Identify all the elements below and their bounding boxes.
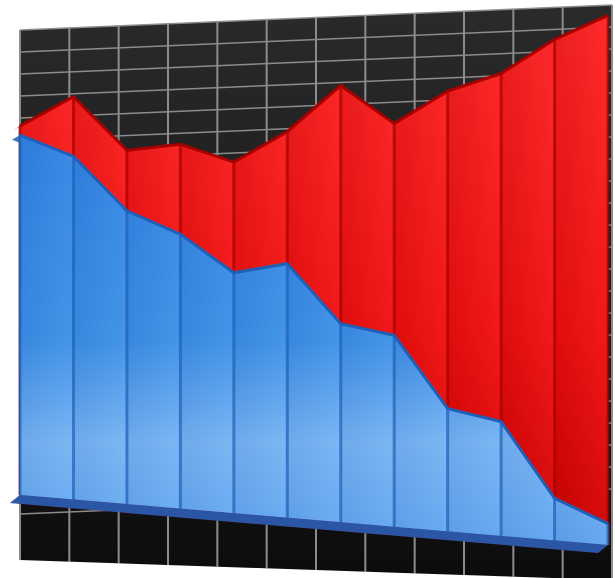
red-series-point-3 [126, 149, 128, 151]
blue-series-segment [340, 323, 395, 527]
blue-series-point-12 [607, 523, 609, 525]
blue-series-segment [554, 498, 608, 545]
blue-series-segment [180, 234, 234, 514]
grid-line-horizontal [19, 4, 613, 31]
blue-series-point-7 [340, 323, 342, 325]
red-series-point-10 [500, 73, 502, 75]
red-series-point-5 [233, 161, 235, 163]
blue-series-point-5 [233, 272, 235, 274]
red-series-point-9 [447, 90, 449, 92]
grid-line-horizontal [19, 48, 613, 75]
blue-series-segment [394, 335, 448, 532]
blue-series-segment [73, 156, 127, 505]
blue-series-segment [287, 263, 341, 523]
red-series-segment [501, 39, 555, 541]
blue-series-segment [447, 408, 502, 536]
blue-series-segment [501, 421, 555, 541]
red-series-segment [554, 15, 608, 546]
red-series-line [19, 13, 609, 164]
red-series-point-6 [286, 131, 288, 133]
blue-series-point-2 [72, 155, 74, 157]
blue-series-point-11 [554, 497, 556, 499]
blue-series-point-3 [126, 210, 128, 212]
red-series-point-2 [72, 96, 74, 98]
grid-line-horizontal [19, 26, 613, 53]
red-series-point-12 [607, 14, 609, 16]
blue-series-segment [233, 263, 288, 518]
blue-series-segment [126, 210, 181, 509]
blue-series-point-10 [500, 421, 502, 423]
red-series-point-7 [340, 84, 342, 86]
blue-series-segment [20, 135, 74, 500]
red-series-point-11 [554, 39, 556, 41]
blue-series-point-8 [393, 334, 395, 336]
blue-series-point-9 [447, 408, 449, 410]
red-series-point-8 [393, 123, 395, 125]
blue-series-base-edge [10, 495, 608, 553]
red-series-point-1 [19, 125, 21, 127]
blue-series-line [19, 133, 609, 525]
red-series-point-4 [179, 143, 181, 145]
blue-series-point-1 [19, 134, 21, 136]
blue-series-group [10, 133, 610, 553]
blue-series-point-4 [179, 233, 181, 235]
blue-series-point-6 [286, 263, 288, 265]
